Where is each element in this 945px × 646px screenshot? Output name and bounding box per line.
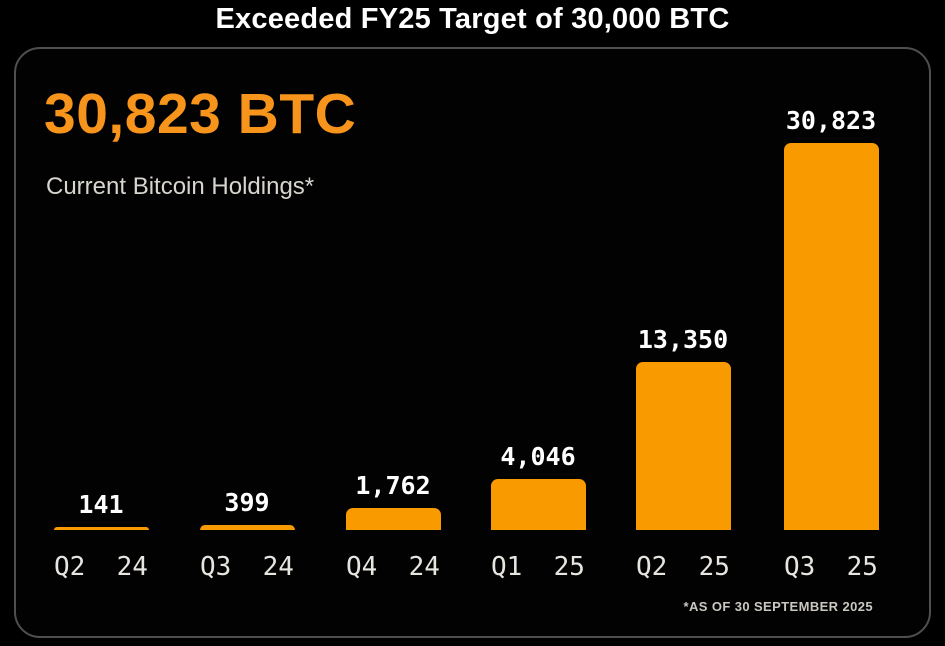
x-axis-label: Q2 25 bbox=[636, 552, 730, 582]
bar bbox=[783, 143, 879, 530]
bar bbox=[199, 525, 295, 530]
chart-title: Exceeded FY25 Target of 30,000 BTC bbox=[215, 3, 730, 35]
bar-chart: 141 Q2 24 399 Q3 24 1,762 Q4 24 4,046 Q1 25 13,3… bbox=[16, 49, 929, 636]
x-axis-label: Q3 25 bbox=[784, 552, 878, 582]
x-axis-label: Q4 24 bbox=[346, 552, 440, 582]
bar bbox=[635, 362, 731, 530]
x-axis-label: Q1 25 bbox=[491, 552, 585, 582]
bar-value-label: 13,350 bbox=[637, 325, 729, 354]
bar bbox=[53, 527, 149, 530]
bar-value-label: 30,823 bbox=[785, 106, 877, 135]
x-axis-label: Q3 24 bbox=[200, 552, 294, 582]
bar-value-label: 141 bbox=[78, 490, 124, 519]
bar bbox=[490, 479, 586, 530]
current-holdings-caption: Current Bitcoin Holdings* bbox=[46, 173, 315, 200]
current-holdings-value: 30,823 BTC bbox=[44, 82, 357, 146]
chart-card: 30,823 BTC Current Bitcoin Holdings* 141… bbox=[14, 47, 931, 638]
bar-value-label: 399 bbox=[224, 488, 270, 517]
bar bbox=[345, 508, 441, 530]
as-of-date-footnote: *AS OF 30 SEPTEMBER 2025 bbox=[683, 599, 873, 614]
bar-value-label: 4,046 bbox=[500, 442, 576, 471]
x-axis-label: Q2 24 bbox=[54, 552, 148, 582]
bar-value-label: 1,762 bbox=[355, 471, 431, 500]
